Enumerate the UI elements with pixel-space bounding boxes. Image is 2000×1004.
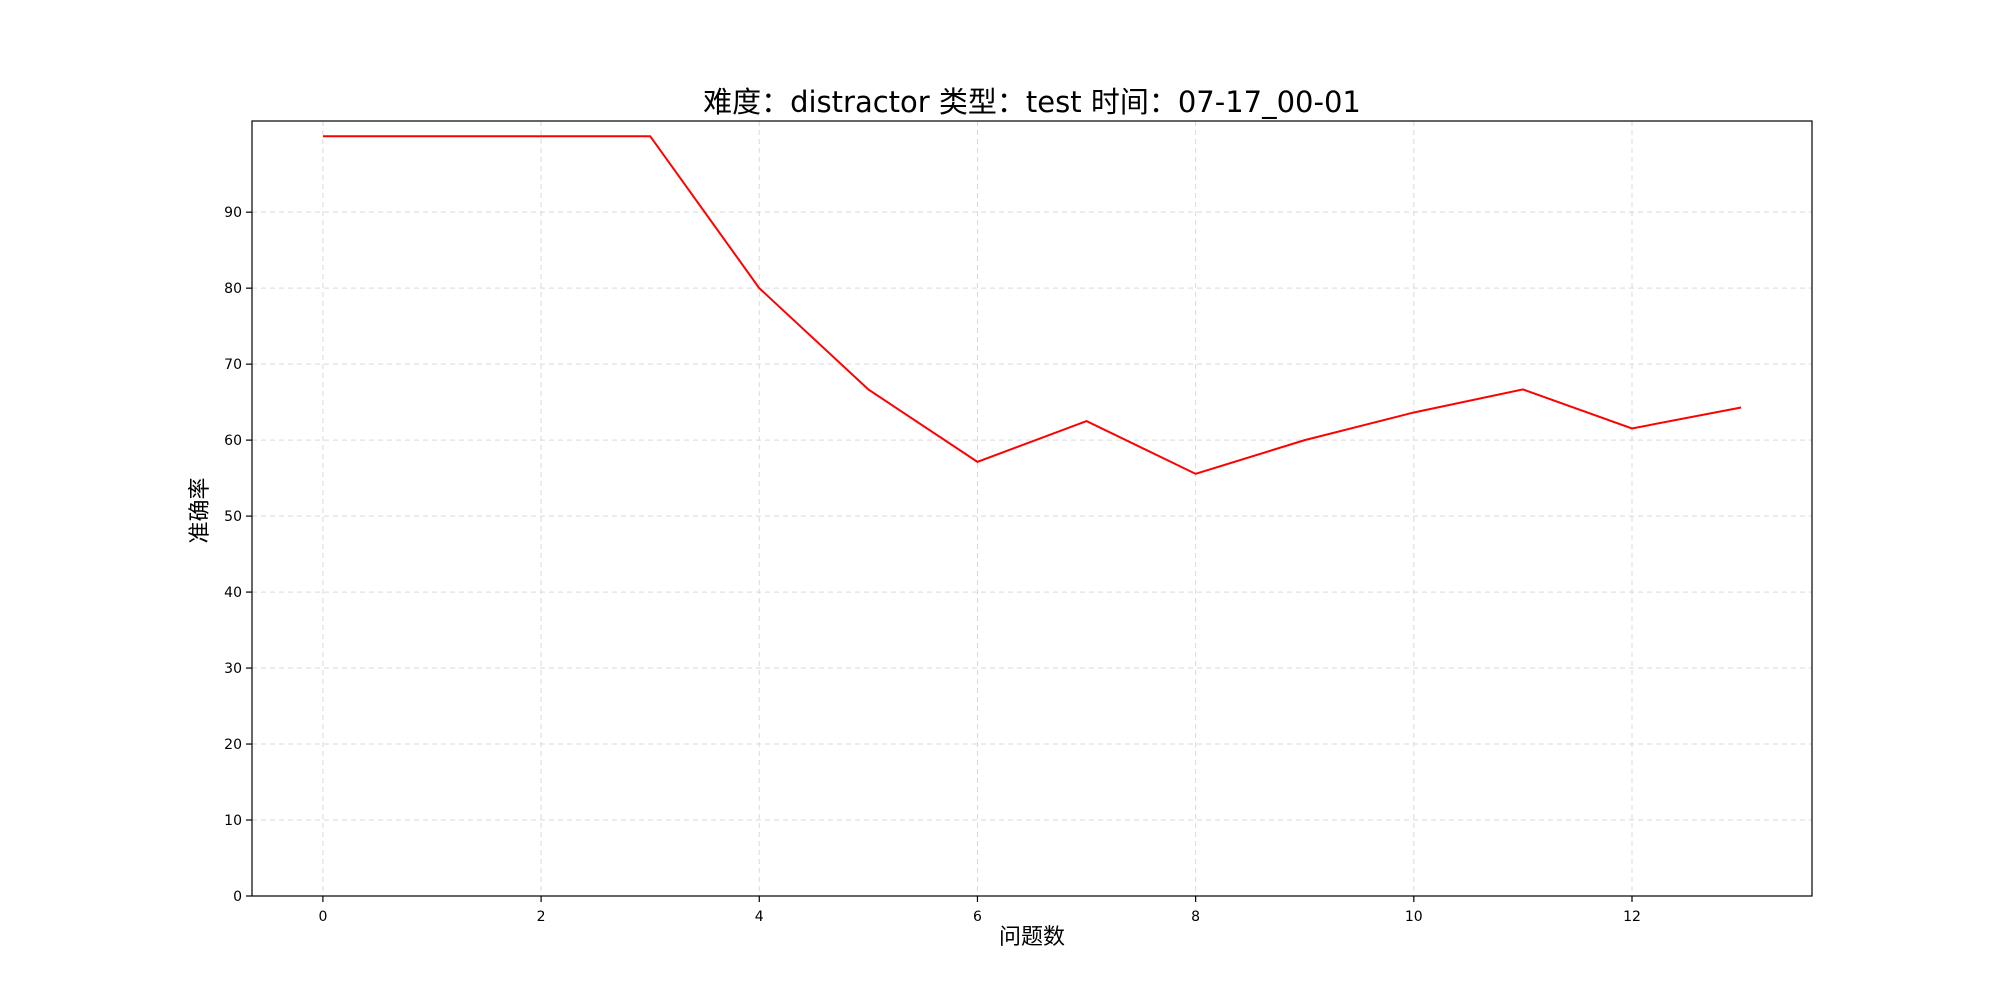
y-tick-label: 80 — [224, 281, 242, 297]
y-tick-label: 50 — [224, 509, 242, 525]
x-tick-label: 4 — [755, 909, 764, 925]
y-tick-label: 60 — [224, 433, 242, 449]
x-tick-label: 6 — [973, 909, 982, 925]
series-line-0 — [322, 135, 1742, 475]
x-tick-label: 0 — [318, 909, 327, 925]
y-tick-label: 10 — [224, 813, 242, 829]
y-tick-label: 20 — [224, 737, 242, 753]
y-tick-label: 30 — [224, 661, 242, 677]
y-axis-label: 准确率 — [188, 477, 213, 543]
axis-ticks: 0 2 4 6 8 10 12 0 10 20 30 40 50 60 70 80 90 — [224, 205, 1641, 925]
x-tick-label: 2 — [537, 909, 546, 925]
chart-title: 难度：distractor 类型：test 时间：07-17_00-01 — [703, 85, 1361, 119]
x-tick-label: 10 — [1405, 909, 1423, 925]
x-tick-label: 8 — [1191, 909, 1200, 925]
y-tick-label: 90 — [224, 205, 242, 221]
x-axis-label: 问题数 — [999, 925, 1065, 950]
y-tick-label: 40 — [224, 585, 242, 601]
x-tick-label: 12 — [1623, 909, 1641, 925]
y-tick-label: 0 — [233, 889, 242, 905]
y-tick-label: 70 — [224, 357, 242, 373]
plot-frame — [251, 120, 1813, 897]
grid-lines — [252, 121, 1812, 897]
series-layer — [322, 135, 1742, 475]
